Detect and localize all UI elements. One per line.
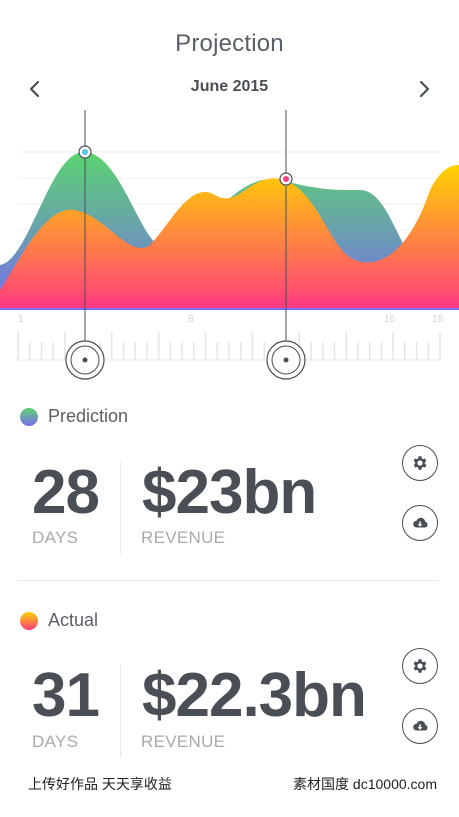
chevron-left-icon [29,80,40,98]
prediction-revenue-label: REVENUE [141,528,226,547]
prediction-marker-core [82,149,88,155]
prev-month-button[interactable] [22,78,46,100]
actual-settings-button[interactable] [402,648,438,684]
prediction-settings-button[interactable] [402,445,438,481]
prediction-label: Prediction [48,406,129,426]
next-month-button[interactable] [413,78,437,100]
tick-label: 18 [432,314,444,325]
actual-revenue-label: REVENUE [141,732,226,751]
actual-legend: Actual [20,610,98,631]
actual-scrubber-handle[interactable] [266,340,306,380]
cloud-download-icon [413,720,428,731]
actual-color-dot [20,611,38,630]
prediction-days-value: 28 [32,458,100,527]
chart-baseline [0,298,459,308]
actual-days-value: 31 [32,661,100,730]
watermark-left: 上传好作品 天天享收益 [28,776,172,792]
prediction-revenue-value: $23bn [142,458,317,527]
actual-marker-core [283,176,289,182]
actual-label: Actual [48,610,99,630]
actual-area [0,165,459,308]
actual-divider [120,665,121,757]
chart-tickmarks [17,332,441,360]
watermark-right: 素材国度 dc10000.com [293,776,437,792]
prediction-days-label: DAYS [32,528,79,547]
prediction-scrubber-handle[interactable] [65,340,105,380]
prediction-download-button[interactable] [402,505,438,541]
tick-label: 16 [384,314,396,325]
section-divider [18,580,439,581]
chevron-right-icon [419,80,430,98]
prediction-legend: Prediction [20,406,128,427]
target-icon [283,357,289,363]
page-title: Projection [175,30,284,57]
projection-chart[interactable]: 1 8 16 18 [0,110,459,390]
actual-download-button[interactable] [402,708,438,744]
tick-label: 8 [188,314,194,325]
gear-icon [413,659,427,673]
target-icon [82,357,88,363]
actual-revenue-value: $22.3bn [142,661,367,730]
prediction-color-dot [20,407,38,426]
tick-label: 1 [18,314,24,325]
actual-days-label: DAYS [32,732,79,751]
gear-icon [413,456,427,470]
month-label: June 2015 [190,78,269,95]
cloud-download-icon [413,517,428,528]
prediction-divider [120,462,121,554]
